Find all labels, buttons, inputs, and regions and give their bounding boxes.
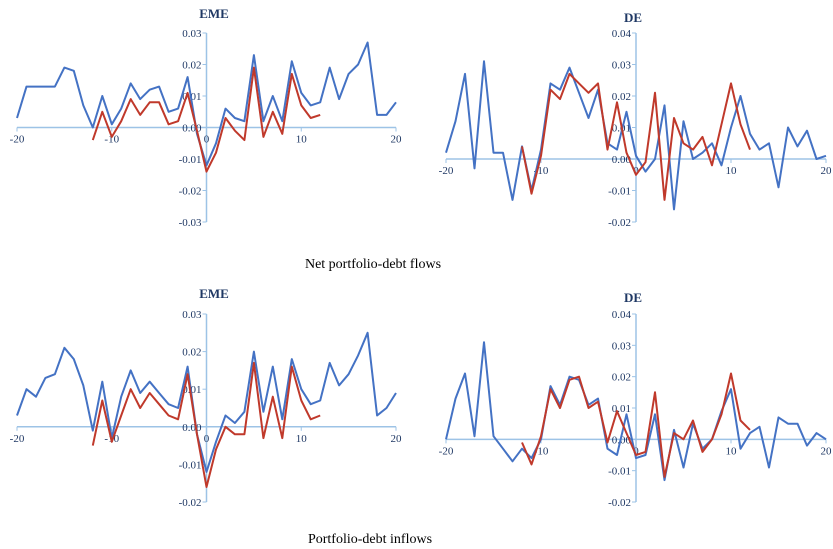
net-de-y-tick-label: -0.01	[608, 186, 631, 198]
inflow-de-y-tick-label: -0.02	[608, 497, 631, 509]
net-eme-x-tick-label: 0	[204, 134, 210, 146]
inflow-eme-x-tick-label: 10	[296, 433, 308, 445]
net-eme-x-tick-label: 10	[296, 134, 308, 146]
chart-net-eme: EME-0.03-0.02-0.010.000.010.020.03-20 -10…	[10, 6, 402, 229]
inflow-de-x-tick-label: 10	[726, 445, 738, 457]
net-eme-x-tick-label: -20	[10, 134, 25, 146]
net-de-x-tick-label: 20	[821, 165, 833, 177]
inflow-de-x-tick-label: -20	[439, 445, 454, 457]
net-de-y-tick-label: 0.04	[612, 28, 632, 40]
net-eme-x-tick-label: -10	[104, 134, 119, 146]
net-de-series-red-line	[521, 72, 751, 201]
net-de-y-tick-label: 0.00	[612, 154, 632, 166]
inflow-eme-x-tick-label: -20	[10, 433, 25, 445]
inflow-eme-y-tick-label: 0.00	[182, 422, 202, 434]
net-de-x-tick-label: -20	[439, 165, 454, 177]
net-eme-y-tick-label: 0.00	[182, 123, 202, 135]
caption-net-portfolio-debt-flows: Net portfolio-debt flows	[305, 257, 441, 272]
net-eme-y-tick-label: -0.01	[179, 154, 202, 166]
inflow-eme-x-tick-label: 20	[391, 433, 403, 445]
inflow-de-y-tick-label: 0.04	[612, 309, 632, 321]
inflow-eme-y-tick-label: 0.02	[182, 347, 201, 359]
chart-inflow-eme: EME-0.02-0.010.000.010.020.03-20 -10 0 10 20	[10, 286, 402, 509]
caption-portfolio-debt-inflows: Portfolio-debt inflows	[308, 532, 432, 547]
inflow-de-y-tick-label: 0.03	[612, 340, 632, 352]
inflow-de-title: DE	[624, 290, 642, 305]
net-de-title: DE	[624, 10, 642, 25]
net-eme-y-tick-label: -0.02	[179, 186, 202, 198]
inflow-de-series-blue-line	[445, 341, 827, 482]
chart-net-de: DE-0.02-0.010.000.010.020.030.04-20 -10 0 1…	[439, 10, 832, 229]
inflow-eme-y-tick-label: 0.03	[182, 309, 202, 321]
inflow-eme-series-blue-line	[16, 331, 397, 473]
inflow-eme-y-tick-label: -0.01	[179, 459, 202, 471]
net-de-x-tick-label: 10	[726, 165, 738, 177]
chart-inflow-de: DE-0.02-0.010.000.010.020.030.04-20 -10 0 1…	[439, 290, 832, 509]
inflow-eme-series-red-line	[91, 361, 321, 488]
net-eme-x-tick-label: 20	[391, 134, 403, 146]
net-eme-y-tick-label: 0.02	[182, 60, 201, 72]
inflow-de-series-red-line	[521, 372, 751, 478]
net-de-y-tick-label: -0.02	[608, 217, 631, 229]
net-eme-title: EME	[199, 6, 229, 21]
inflow-de-y-tick-label: -0.01	[608, 466, 631, 478]
net-de-series-blue-line	[445, 60, 827, 211]
net-de-y-tick-label: 0.02	[612, 91, 631, 103]
net-eme-series-blue-line	[16, 41, 397, 167]
inflow-eme-y-tick-label: -0.02	[179, 497, 202, 509]
inflow-eme-title: EME	[199, 286, 229, 301]
inflow-de-x-tick-label: 0	[633, 445, 639, 457]
inflow-de-y-tick-label: 0.01	[612, 403, 631, 415]
inflow-eme-x-tick-label: 0	[204, 433, 210, 445]
inflow-de-y-tick-label: 0.00	[612, 434, 632, 446]
net-de-y-tick-label: 0.03	[612, 60, 632, 72]
inflow-de-x-tick-label: 20	[821, 445, 833, 457]
net-eme-y-tick-label: -0.03	[179, 217, 202, 229]
net-eme-y-tick-label: 0.03	[182, 28, 202, 40]
inflow-de-y-tick-label: 0.02	[612, 372, 631, 384]
net-eme-series-red-line	[91, 66, 321, 173]
net-de-x-tick-label: 0	[633, 165, 639, 177]
